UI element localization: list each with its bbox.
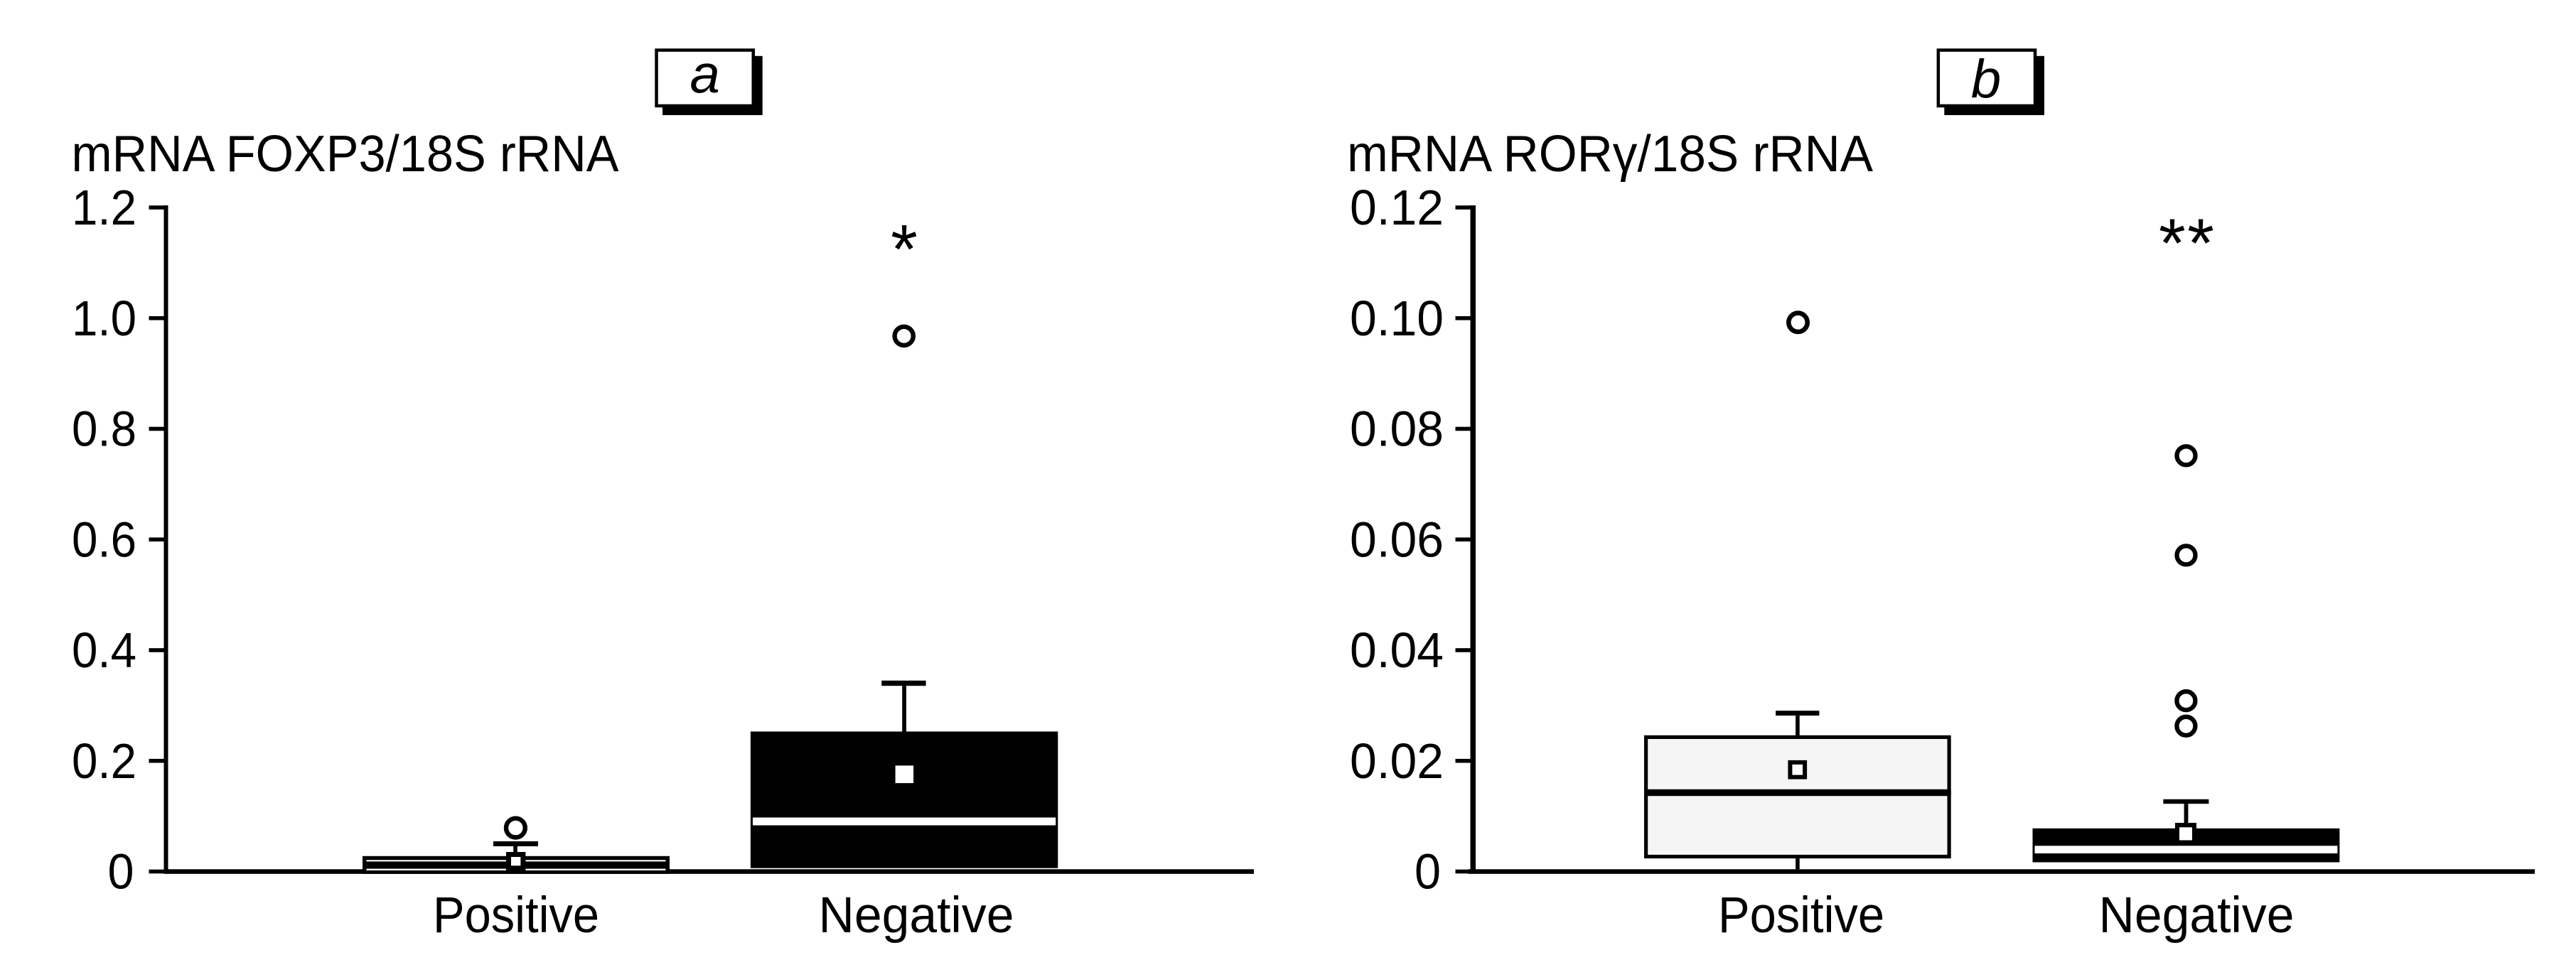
svg-text:0.06: 0.06 — [1350, 512, 1444, 567]
svg-text:0.8: 0.8 — [72, 401, 136, 457]
svg-text:0: 0 — [108, 844, 134, 900]
svg-text:0.6: 0.6 — [72, 512, 136, 567]
svg-text:0.2: 0.2 — [72, 733, 136, 789]
svg-text:0.10: 0.10 — [1350, 291, 1444, 346]
svg-text:a: a — [689, 45, 719, 105]
svg-text:Negative: Negative — [819, 887, 1014, 944]
svg-text:Negative: Negative — [2099, 887, 2295, 944]
svg-text:0.04: 0.04 — [1350, 622, 1444, 678]
svg-text:Positive: Positive — [433, 887, 599, 944]
svg-text:1.0: 1.0 — [72, 291, 136, 346]
svg-text:0.12: 0.12 — [1350, 180, 1444, 235]
svg-text:*: * — [891, 210, 918, 288]
svg-text:mRNA RORγ/18S rRNA: mRNA RORγ/18S rRNA — [1347, 126, 1873, 183]
svg-text:Positive: Positive — [1718, 887, 1884, 944]
svg-text:1.2: 1.2 — [72, 180, 136, 235]
svg-text:0.4: 0.4 — [72, 622, 136, 678]
svg-text:0.02: 0.02 — [1350, 733, 1444, 789]
svg-text:0.08: 0.08 — [1350, 401, 1444, 457]
svg-text:mRNA FOXP3/18S rRNA: mRNA FOXP3/18S rRNA — [72, 126, 619, 183]
svg-text:0: 0 — [1415, 844, 1441, 900]
svg-text:b: b — [1971, 49, 2001, 109]
svg-text:**: ** — [2159, 205, 2216, 282]
